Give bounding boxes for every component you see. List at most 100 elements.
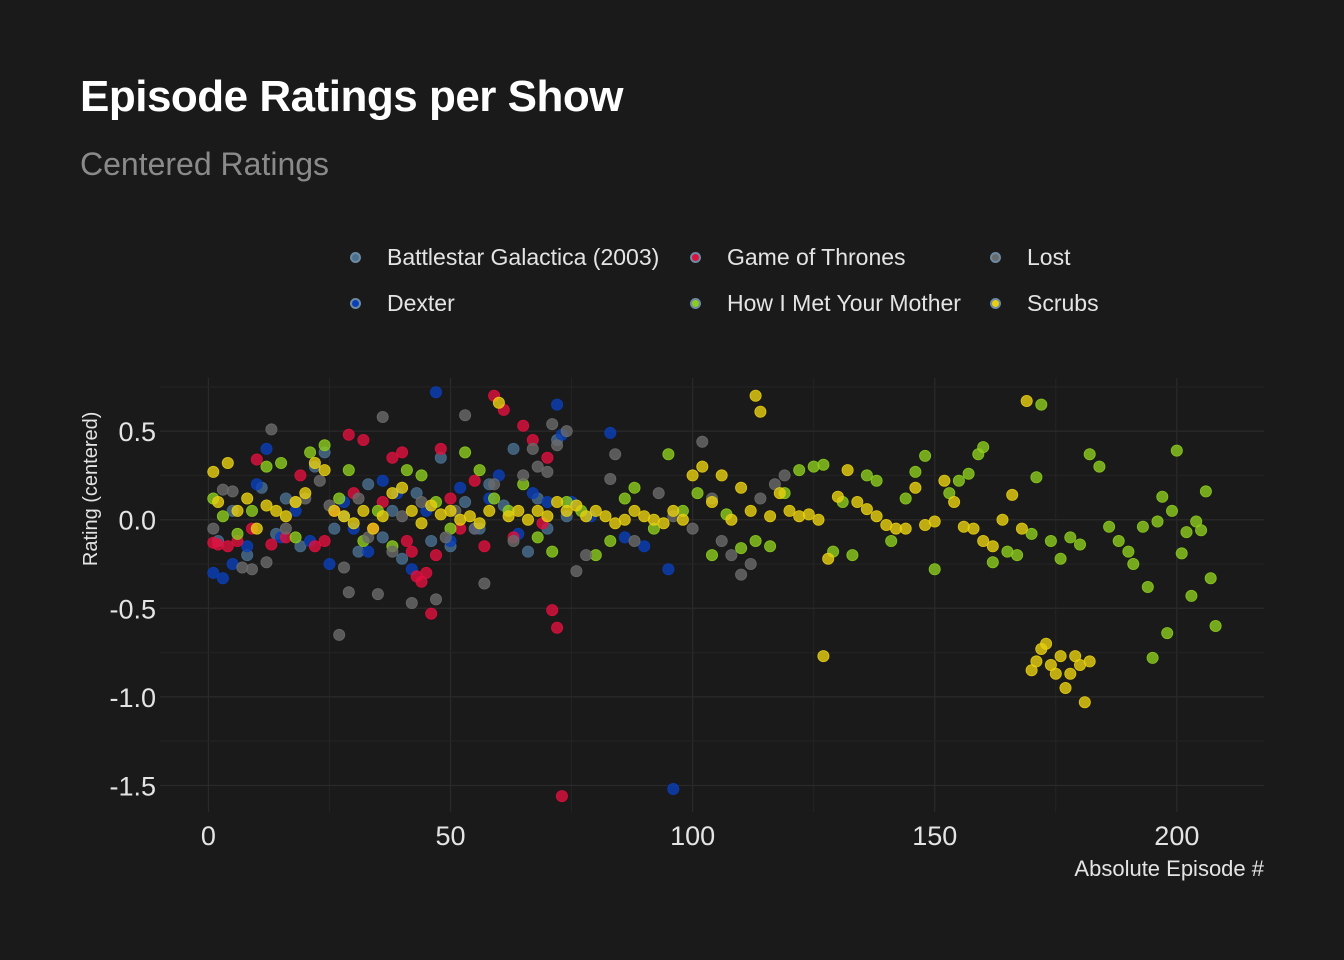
data-point — [260, 499, 273, 512]
data-point — [773, 487, 786, 500]
data-point — [478, 540, 491, 553]
data-point — [793, 464, 806, 477]
data-point — [846, 549, 859, 562]
data-point — [706, 495, 719, 508]
data-point — [221, 540, 234, 553]
data-point — [260, 442, 273, 455]
data-point — [425, 535, 438, 548]
data-point — [735, 481, 748, 494]
data-point — [420, 566, 433, 579]
data-point — [725, 513, 738, 526]
x-tick-label: 200 — [1154, 821, 1199, 851]
data-point — [977, 441, 990, 454]
data-point — [783, 504, 796, 517]
data-point — [744, 558, 757, 571]
data-point — [928, 515, 941, 528]
data-point — [841, 464, 854, 477]
data-point — [323, 558, 336, 571]
data-point — [1170, 444, 1183, 457]
legend-label: Lost — [1027, 244, 1071, 270]
data-point — [1103, 520, 1116, 533]
data-point — [517, 469, 530, 482]
data-point — [226, 485, 239, 498]
data-point — [1185, 589, 1198, 602]
data-point — [851, 495, 864, 508]
data-point — [396, 446, 409, 459]
data-point — [531, 504, 544, 517]
data-point — [352, 492, 365, 505]
data-point — [662, 563, 675, 576]
data-point — [676, 513, 689, 526]
data-point — [822, 552, 835, 565]
legend-item: Game of Thrones — [690, 244, 906, 271]
data-point — [270, 504, 283, 517]
data-point — [652, 487, 665, 500]
data-point — [289, 531, 302, 544]
data-point — [952, 474, 965, 487]
data-point — [1204, 572, 1217, 585]
data-point — [541, 510, 554, 523]
data-point — [1064, 667, 1077, 680]
data-point — [909, 465, 922, 478]
data-point — [546, 604, 559, 617]
data-point — [342, 586, 355, 599]
legend-swatch — [690, 298, 701, 309]
legend-swatch — [690, 252, 701, 263]
data-point — [517, 419, 530, 432]
data-point — [870, 474, 883, 487]
data-point — [415, 517, 428, 530]
data-point — [551, 495, 564, 508]
data-point — [1127, 558, 1140, 571]
data-point — [1011, 549, 1024, 562]
data-point — [686, 522, 699, 535]
data-point — [715, 469, 728, 482]
data-point — [405, 597, 418, 610]
legend-item: Lost — [990, 244, 1070, 271]
data-point — [860, 469, 873, 482]
data-point — [212, 495, 225, 508]
y-tick-label: -1.0 — [109, 683, 156, 713]
data-point — [405, 545, 418, 558]
data-point — [396, 552, 409, 565]
y-tick-label: 0.0 — [118, 506, 156, 536]
data-point — [371, 588, 384, 601]
y-tick-label: -1.5 — [109, 771, 156, 801]
data-point — [337, 561, 350, 574]
data-point — [962, 467, 975, 480]
data-point — [439, 531, 452, 544]
data-point — [1166, 504, 1179, 517]
data-point — [207, 566, 220, 579]
data-point — [405, 504, 418, 517]
data-point — [400, 535, 413, 548]
data-point — [735, 568, 748, 581]
legend-label: Game of Thrones — [727, 244, 906, 270]
data-point — [551, 439, 564, 452]
data-point — [1025, 527, 1038, 540]
chart-legend: Battlestar Galactica (2003) Game of Thron… — [350, 244, 1150, 334]
data-point — [386, 545, 399, 558]
data-point — [618, 492, 631, 505]
data-point — [628, 481, 641, 494]
legend-label: Scrubs — [1027, 290, 1099, 316]
data-point — [459, 446, 472, 459]
data-point — [308, 456, 321, 469]
data-point — [551, 621, 564, 634]
data-point — [570, 565, 583, 578]
data-point — [367, 522, 380, 535]
data-point — [628, 535, 641, 548]
data-point — [241, 540, 254, 553]
data-point — [560, 504, 573, 517]
data-point — [546, 418, 559, 431]
data-point — [459, 495, 472, 508]
data-point — [749, 535, 762, 548]
x-tick-label: 100 — [670, 821, 715, 851]
data-point — [551, 398, 564, 411]
y-tick-label: -0.5 — [109, 594, 156, 624]
data-point — [221, 456, 234, 469]
data-point — [1006, 488, 1019, 501]
data-point — [400, 464, 413, 477]
data-point — [1146, 651, 1159, 664]
chart-title: Episode Ratings per Show — [80, 72, 623, 121]
data-point — [919, 449, 932, 462]
data-point — [1156, 490, 1169, 503]
